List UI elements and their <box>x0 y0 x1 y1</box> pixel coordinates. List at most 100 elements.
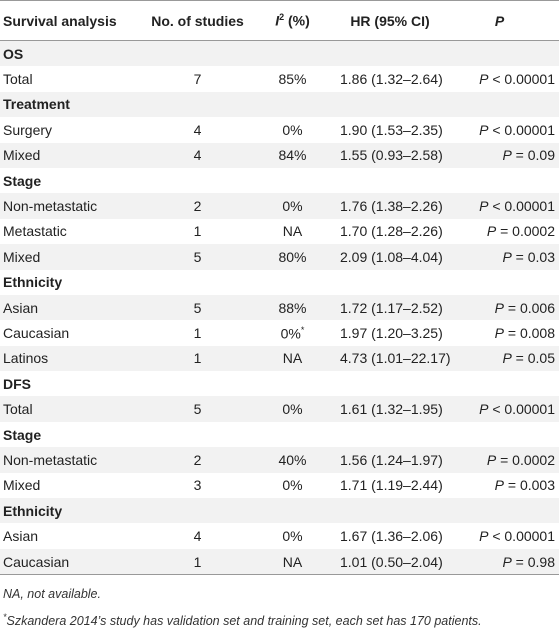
i2-cell: 84% <box>245 142 340 168</box>
studies-cell: 1 <box>193 223 202 240</box>
header-text: HR (95% CI) <box>350 12 430 29</box>
header-cell: No. of studies <box>150 0 245 41</box>
studies-cell: 4 <box>193 121 202 138</box>
i2-value: 0% <box>282 401 303 418</box>
header-superscript: 2 <box>279 12 285 23</box>
p-symbol: P <box>494 324 504 341</box>
row-label: Caucasian <box>0 548 150 576</box>
section-label: Stage <box>3 426 42 443</box>
data-row: Non-metastatic 2 0% 1.76 (1.38–2.26) P < 0.0… <box>0 193 559 219</box>
p-text: = 0.003 <box>504 477 555 494</box>
p-text: < 0.00001 <box>488 121 555 138</box>
header-cell: I2 (%) <box>245 0 340 41</box>
hr-cell: 1.67 (1.36–2.06) <box>340 528 443 545</box>
data-row: Total 5 0% 1.61 (1.32–1.95) P < 0.00001 <box>0 396 559 422</box>
row-label: Asian <box>3 528 39 545</box>
p-cell: P = 0.0002 <box>440 219 559 244</box>
p-text: = 0.05 <box>511 350 555 367</box>
section-label: OS <box>0 40 559 67</box>
studies-cell: 4 <box>150 142 245 168</box>
i2-cell: NA <box>245 345 340 372</box>
row-label: Mixed <box>3 477 41 494</box>
hr-cell: 1.72 (1.17–2.52) <box>340 294 443 321</box>
data-row: Non-metastatic 2 40% 1.56 (1.24–1.97) P = 0.… <box>0 447 559 473</box>
i2-cell: NA <box>245 219 340 244</box>
p-cell: P = 0.98 <box>440 548 559 576</box>
hr-cell: 1.97 (1.20–3.25) <box>340 324 443 341</box>
results-table: Survival analysis No. of studies I2 (%) HR … <box>0 0 559 576</box>
hr-cell: 1.01 (0.50–2.04) <box>340 548 443 576</box>
data-row: Mixed 4 84% 1.55 (0.93–2.58) P = 0.09 <box>0 142 559 168</box>
p-symbol: P <box>502 350 512 367</box>
studies-cell: 1 <box>150 548 245 576</box>
i2-cell: 0% <box>245 193 340 219</box>
hr-cell: 1.56 (1.24–1.97) <box>340 447 443 473</box>
footnote-text: NA, not available. <box>3 587 101 602</box>
section-row: Stage <box>0 422 559 447</box>
studies-cell: 5 <box>150 396 245 422</box>
footnote-mark: * <box>3 612 7 623</box>
header-text: No. of studies <box>151 12 244 29</box>
p-symbol: P <box>479 121 489 138</box>
p-cell: P = 0.05 <box>440 345 559 372</box>
i2-cell: NA <box>245 548 340 576</box>
header-text: Survival analysis <box>3 12 117 29</box>
i2-cell: 80% <box>245 244 340 270</box>
p-cell: P = 0.03 <box>440 244 559 270</box>
i2-cell: 0% <box>245 523 340 548</box>
studies-cell: 2 <box>150 447 245 473</box>
p-symbol: P <box>479 198 489 215</box>
p-symbol: P <box>486 451 497 468</box>
row-label: Mixed <box>0 142 150 168</box>
p-cell: P = 0.006 <box>440 294 559 321</box>
header-symbol: I <box>275 12 280 29</box>
header-text: P <box>494 12 505 29</box>
i2-value: 0% <box>282 121 303 138</box>
row-label: Caucasian <box>3 324 70 341</box>
section-row: Treatment <box>0 91 559 118</box>
i2-value: 0% <box>282 477 303 494</box>
footnote-mark: * <box>300 324 305 335</box>
studies-cell: 3 <box>193 477 202 494</box>
section-row: Ethnicity <box>0 270 559 295</box>
p-symbol: P <box>494 477 504 494</box>
row-label: Asian <box>0 294 150 321</box>
section-label: Ethnicity <box>3 274 63 291</box>
p-symbol: P <box>494 299 504 316</box>
hr-cell: 1.90 (1.53–2.35) <box>340 121 443 138</box>
i2-value: NA <box>282 553 303 570</box>
i2-value: NA <box>282 223 303 240</box>
i2-cell: 0% <box>245 473 340 498</box>
studies-cell: 7 <box>193 71 202 88</box>
hr-cell: 1.71 (1.19–2.44) <box>340 477 443 494</box>
p-text: = 0.03 <box>511 248 555 265</box>
data-row: Caucasian 1 NA 1.01 (0.50–2.04) P = 0.98 <box>0 548 559 576</box>
row-label: Non-metastatic <box>0 447 150 473</box>
p-text: < 0.00001 <box>488 71 555 88</box>
hr-cell: 1.61 (1.32–1.95) <box>340 396 443 422</box>
footnote-text: Szkandera 2014’s study has validation se… <box>6 614 482 629</box>
p-symbol: P <box>479 71 489 88</box>
hr-cell: 4.73 (1.01–22.17) <box>340 345 451 372</box>
data-row: Metastatic 1 NA 1.70 (1.28–2.26) P = 0.0002 <box>0 219 559 244</box>
p-cell: P < 0.00001 <box>440 193 559 219</box>
p-cell: P < 0.00001 <box>440 523 559 548</box>
i2-value: 88% <box>278 299 307 316</box>
row-label: Metastatic <box>3 223 67 240</box>
header-cell: P <box>440 0 559 41</box>
p-symbol: P <box>502 147 512 164</box>
section-row: Ethnicity <box>0 498 559 524</box>
section-label: Stage <box>3 172 42 189</box>
p-text: = 0.006 <box>504 299 555 316</box>
section-row: OS <box>0 40 559 67</box>
header-cell: Survival analysis <box>0 0 150 41</box>
studies-cell: 5 <box>150 294 245 321</box>
p-cell: P < 0.00001 <box>440 396 559 422</box>
studies-cell: 1 <box>150 345 245 372</box>
p-symbol: P <box>502 553 512 570</box>
section-label: DFS <box>3 375 31 392</box>
data-row: Latinos 1 NA 4.73 (1.01–22.17) P = 0.05 <box>0 345 559 372</box>
p-text: < 0.00001 <box>488 528 555 545</box>
p-cell: P < 0.00001 <box>440 117 559 142</box>
